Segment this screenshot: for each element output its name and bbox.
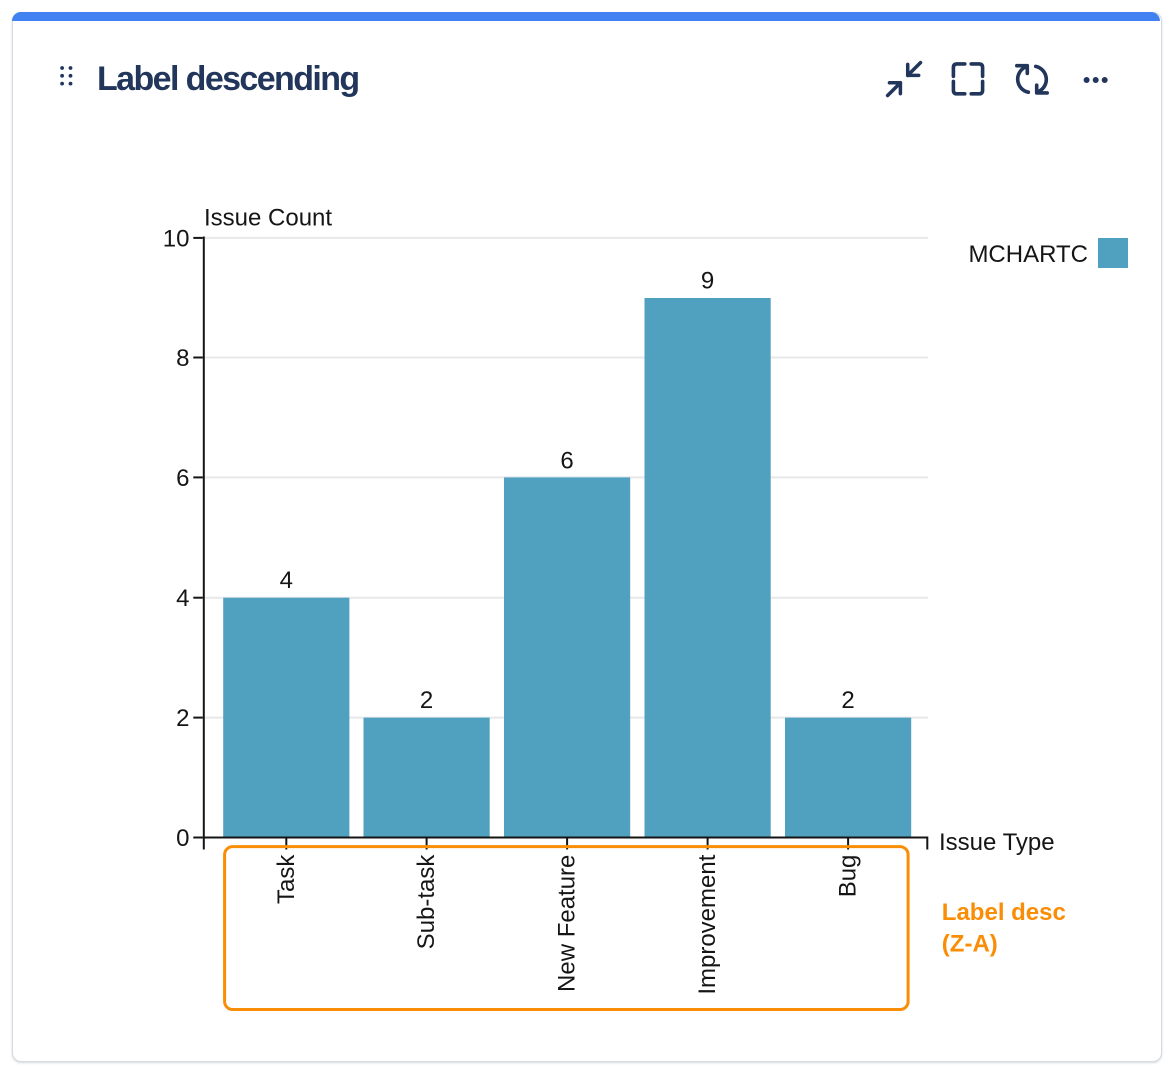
svg-text:9: 9 <box>701 268 714 295</box>
svg-text:2: 2 <box>176 705 189 732</box>
svg-text:(Z-A): (Z-A) <box>942 930 998 957</box>
svg-text:MCHARTC: MCHARTC <box>968 241 1088 268</box>
svg-text:Issue Count: Issue Count <box>204 205 332 232</box>
svg-text:6: 6 <box>176 465 189 492</box>
svg-text:4: 4 <box>176 585 189 612</box>
svg-text:2: 2 <box>841 687 854 714</box>
svg-text:10: 10 <box>163 225 190 252</box>
svg-text:Label desc: Label desc <box>942 899 1066 926</box>
svg-text:New Feature: New Feature <box>554 855 581 992</box>
svg-text:0: 0 <box>176 825 189 852</box>
svg-text:6: 6 <box>560 447 573 474</box>
svg-text:Sub-task: Sub-task <box>413 854 440 950</box>
svg-text:8: 8 <box>176 345 189 372</box>
svg-text:Issue Type: Issue Type <box>939 829 1055 856</box>
svg-text:Bug: Bug <box>835 855 862 898</box>
svg-text:4: 4 <box>280 567 293 594</box>
svg-text:2: 2 <box>420 687 433 714</box>
svg-text:Label descending: Label descending <box>97 60 359 98</box>
svg-text:Task: Task <box>273 854 300 904</box>
svg-text:Improvement: Improvement <box>694 854 721 994</box>
